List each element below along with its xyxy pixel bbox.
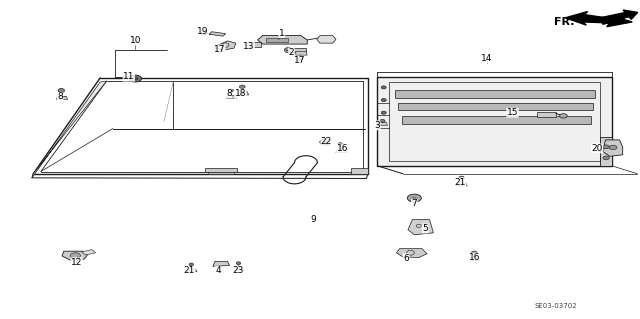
Polygon shape xyxy=(600,137,612,166)
Text: 1: 1 xyxy=(279,28,285,38)
Ellipse shape xyxy=(323,141,327,143)
Ellipse shape xyxy=(603,145,609,149)
Text: 16: 16 xyxy=(468,253,480,262)
Text: 20: 20 xyxy=(591,144,603,153)
Ellipse shape xyxy=(459,176,465,180)
Ellipse shape xyxy=(381,86,387,89)
Polygon shape xyxy=(401,116,591,124)
Polygon shape xyxy=(209,172,234,174)
Polygon shape xyxy=(565,11,632,27)
Polygon shape xyxy=(351,168,368,174)
Text: 2: 2 xyxy=(289,48,294,57)
Ellipse shape xyxy=(228,89,234,92)
Ellipse shape xyxy=(284,48,292,53)
Text: 10: 10 xyxy=(129,36,141,45)
Polygon shape xyxy=(336,149,347,152)
Polygon shape xyxy=(227,96,237,98)
Text: FR.: FR. xyxy=(554,17,575,27)
Polygon shape xyxy=(378,77,612,166)
Ellipse shape xyxy=(407,194,421,202)
Text: 14: 14 xyxy=(481,54,493,63)
Polygon shape xyxy=(248,42,261,47)
Polygon shape xyxy=(235,268,244,271)
Ellipse shape xyxy=(298,57,303,60)
Polygon shape xyxy=(209,32,226,36)
Text: 23: 23 xyxy=(233,266,244,275)
Text: 16: 16 xyxy=(337,144,348,153)
Polygon shape xyxy=(213,261,230,266)
Ellipse shape xyxy=(132,77,138,80)
Polygon shape xyxy=(317,35,336,43)
Ellipse shape xyxy=(58,88,65,93)
Ellipse shape xyxy=(381,99,387,102)
Ellipse shape xyxy=(70,253,81,258)
Text: 13: 13 xyxy=(243,42,254,51)
Ellipse shape xyxy=(381,111,387,114)
Polygon shape xyxy=(537,112,556,117)
Polygon shape xyxy=(398,103,593,110)
Text: 11: 11 xyxy=(123,72,134,81)
Polygon shape xyxy=(288,48,306,52)
Polygon shape xyxy=(603,140,623,156)
Text: 7: 7 xyxy=(412,199,417,208)
Ellipse shape xyxy=(603,156,609,160)
Ellipse shape xyxy=(189,263,193,266)
Polygon shape xyxy=(408,219,433,235)
Text: 22: 22 xyxy=(321,137,332,146)
Ellipse shape xyxy=(380,119,385,122)
Polygon shape xyxy=(215,41,236,50)
Ellipse shape xyxy=(471,251,477,255)
Ellipse shape xyxy=(239,85,245,88)
Text: 21: 21 xyxy=(184,266,195,275)
Polygon shape xyxy=(56,96,68,100)
Text: 21: 21 xyxy=(454,178,466,187)
Text: 15: 15 xyxy=(507,108,518,117)
Text: 6: 6 xyxy=(403,254,409,263)
Ellipse shape xyxy=(609,145,617,150)
Ellipse shape xyxy=(338,143,343,146)
Polygon shape xyxy=(470,257,480,261)
Polygon shape xyxy=(188,269,197,272)
Text: 8: 8 xyxy=(57,93,63,101)
Text: 5: 5 xyxy=(422,224,428,233)
Text: 17: 17 xyxy=(214,45,225,54)
Text: 4: 4 xyxy=(215,266,221,275)
FancyArrow shape xyxy=(598,10,637,23)
Polygon shape xyxy=(62,251,88,260)
Text: 3: 3 xyxy=(374,121,380,130)
Polygon shape xyxy=(266,38,288,42)
Text: 8: 8 xyxy=(226,89,232,98)
Polygon shape xyxy=(296,51,307,55)
Text: 18: 18 xyxy=(235,89,246,98)
Text: 17: 17 xyxy=(294,56,305,65)
Polygon shape xyxy=(32,81,106,178)
Polygon shape xyxy=(238,92,248,95)
Polygon shape xyxy=(205,168,237,172)
Polygon shape xyxy=(82,250,96,255)
Polygon shape xyxy=(257,35,307,44)
Ellipse shape xyxy=(201,31,207,35)
Ellipse shape xyxy=(559,114,567,118)
Text: 12: 12 xyxy=(71,258,83,267)
Text: 19: 19 xyxy=(197,26,209,36)
Text: SE03-03702: SE03-03702 xyxy=(534,303,577,308)
Polygon shape xyxy=(457,183,467,186)
Ellipse shape xyxy=(236,262,241,265)
Text: 9: 9 xyxy=(311,215,317,224)
Polygon shape xyxy=(395,90,595,98)
Polygon shape xyxy=(396,249,427,257)
Ellipse shape xyxy=(129,75,141,82)
Polygon shape xyxy=(378,122,388,125)
